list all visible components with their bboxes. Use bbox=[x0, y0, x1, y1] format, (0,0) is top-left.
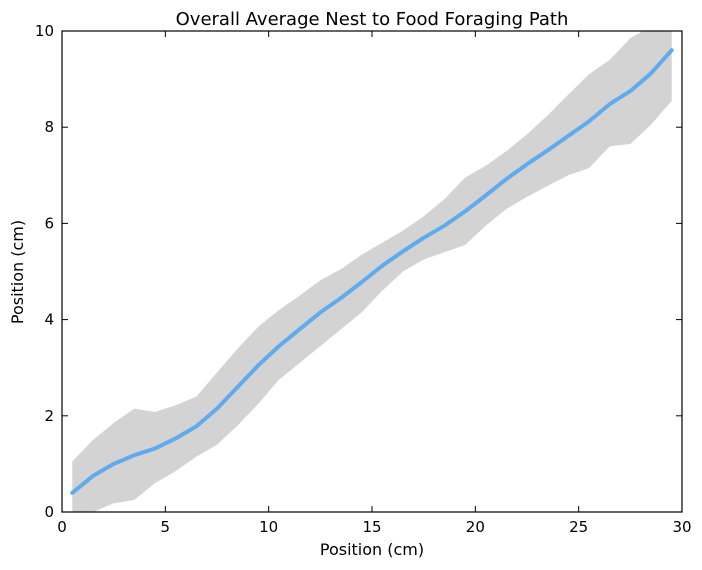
y-tick-label: 6 bbox=[44, 214, 54, 232]
x-tick-label: 5 bbox=[161, 518, 171, 536]
y-tick-label: 2 bbox=[44, 407, 54, 425]
x-axis-label: Position (cm) bbox=[320, 540, 424, 559]
y-tick-label: 4 bbox=[44, 311, 54, 329]
x-tick-label: 10 bbox=[259, 518, 278, 536]
y-tick-label: 0 bbox=[44, 503, 54, 521]
y-axis-ticks: 0 2 4 6 8 10 bbox=[35, 22, 682, 521]
y-tick-label: 10 bbox=[35, 22, 54, 40]
x-tick-label: 25 bbox=[569, 518, 588, 536]
x-tick-label: 30 bbox=[672, 518, 691, 536]
chart-title: Overall Average Nest to Food Foraging Pa… bbox=[176, 9, 569, 30]
y-tick-label: 8 bbox=[44, 118, 54, 136]
x-axis-ticks: 0 5 10 15 20 25 30 bbox=[57, 31, 692, 536]
x-tick-label: 15 bbox=[362, 518, 381, 536]
mean-path-line bbox=[70, 48, 674, 495]
x-tick-label: 20 bbox=[466, 518, 485, 536]
y-axis-label: Position (cm) bbox=[8, 220, 27, 324]
plot-area bbox=[70, 31, 674, 512]
x-tick-label: 0 bbox=[57, 518, 67, 536]
